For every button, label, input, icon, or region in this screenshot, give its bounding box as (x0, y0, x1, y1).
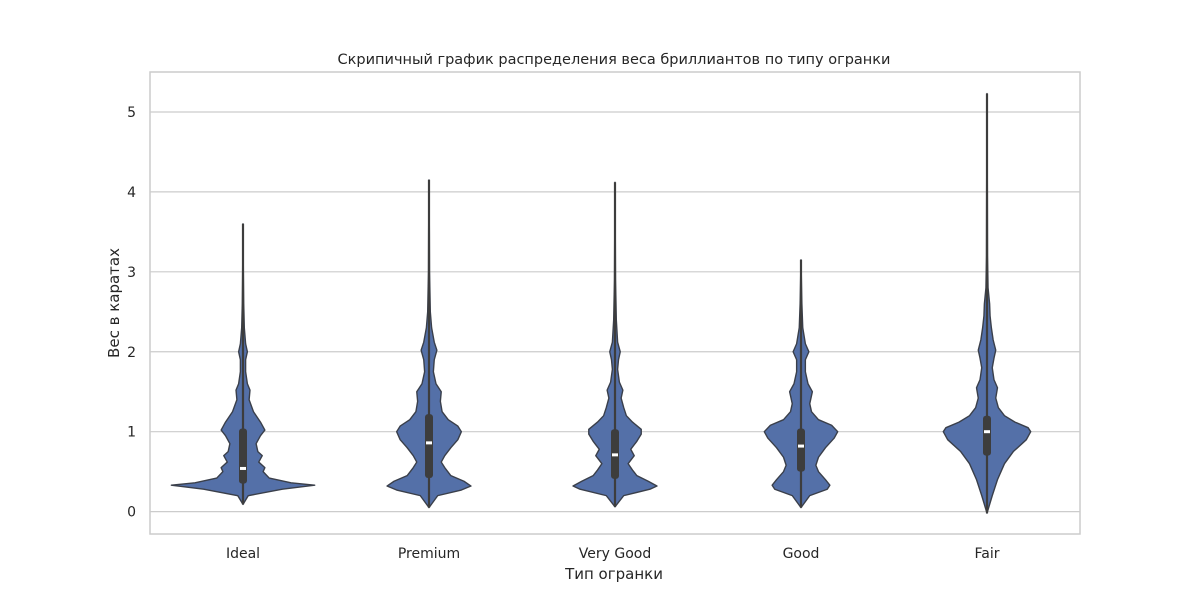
violin-median (426, 441, 432, 445)
x-ticks: Ideal Premium Very Good Good Fair (226, 546, 1000, 562)
plot-frame (149, 71, 1081, 535)
y-tick-label: 5 (127, 105, 136, 121)
y-ticks: 0 1 2 3 4 5 (127, 105, 136, 521)
x-tick-label: Good (783, 546, 820, 562)
x-tick-label: Very Good (579, 546, 651, 562)
x-tick-label: Fair (975, 546, 1000, 562)
x-tick-label: Premium (398, 546, 460, 562)
violin-iqr-box (983, 415, 991, 456)
violin-good (763, 259, 839, 509)
y-axis-label: Вес в каратах (105, 248, 123, 358)
violin-ideal (170, 223, 316, 506)
violin-very-good (572, 181, 658, 508)
violin-iqr-box (425, 414, 433, 479)
violin-median (240, 466, 246, 470)
y-tick-label: 2 (127, 345, 136, 361)
violin-premium (386, 179, 472, 509)
violins (170, 92, 1032, 514)
violin-iqr-box (239, 428, 247, 484)
violin-median (612, 453, 618, 457)
y-tick-label: 3 (127, 265, 136, 281)
y-tick-label: 1 (127, 425, 136, 441)
y-tick-label: 0 (127, 505, 136, 521)
x-axis-label: Тип огранки (564, 565, 663, 583)
violin-median (984, 430, 990, 434)
violin-median (798, 444, 804, 448)
x-tick-label: Ideal (226, 546, 260, 562)
violin-iqr-box (797, 428, 805, 472)
chart-title: Скрипичный график распределения веса бри… (338, 52, 891, 68)
y-tick-label: 4 (127, 185, 136, 201)
violin-fair (942, 92, 1032, 514)
